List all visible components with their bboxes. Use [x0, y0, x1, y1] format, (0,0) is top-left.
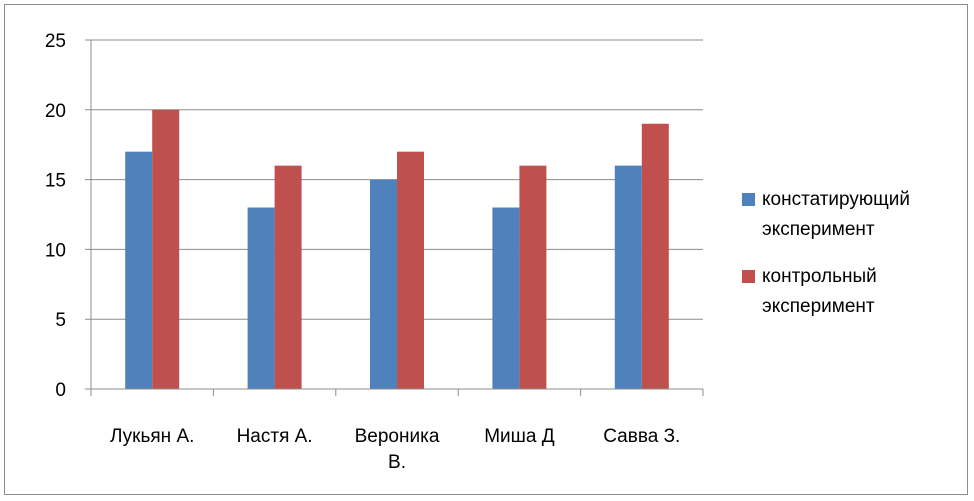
legend: констатирующий эксперимент контрольный эксп…: [742, 189, 910, 317]
bars: [125, 109, 669, 390]
y-tick-label: 25: [45, 31, 66, 52]
x-tick-label: Савва З.: [603, 426, 680, 447]
bar: [125, 151, 153, 389]
legend-label: контрольный: [762, 266, 877, 287]
bar: [519, 165, 547, 389]
bar: [397, 151, 424, 389]
x-tick-label: Настя А.: [237, 426, 313, 447]
x-tick-labels: Лукьян А. Настя А. Вероника В. Миша Д Савва З…: [110, 426, 680, 473]
y-tick-label: 15: [45, 171, 66, 192]
bar: [274, 165, 302, 389]
x-tick-label: Лукьян А.: [110, 426, 194, 447]
bar: [641, 123, 669, 389]
bar: [247, 207, 275, 389]
legend-label: эксперимент: [762, 296, 875, 317]
y-tick-label: 5: [55, 310, 66, 331]
x-tick-label: Вероника: [355, 426, 440, 447]
y-tick-label: 20: [45, 101, 66, 122]
y-tick-label: 10: [45, 240, 66, 261]
legend-swatch: [742, 270, 755, 283]
bar: [370, 179, 397, 389]
y-tick-labels: 0 5 10 15 20 25: [45, 31, 66, 401]
legend-swatch: [742, 193, 755, 206]
legend-label: эксперимент: [762, 219, 875, 240]
bar: [614, 165, 642, 389]
bar: [152, 109, 180, 390]
x-tick-label: В.: [388, 452, 406, 473]
legend-label: констатирующий: [762, 189, 910, 210]
y-tick-label: 0: [55, 380, 66, 401]
axes: [90, 40, 704, 396]
x-tick-label: Миша Д: [484, 426, 555, 447]
bar: [492, 207, 520, 389]
